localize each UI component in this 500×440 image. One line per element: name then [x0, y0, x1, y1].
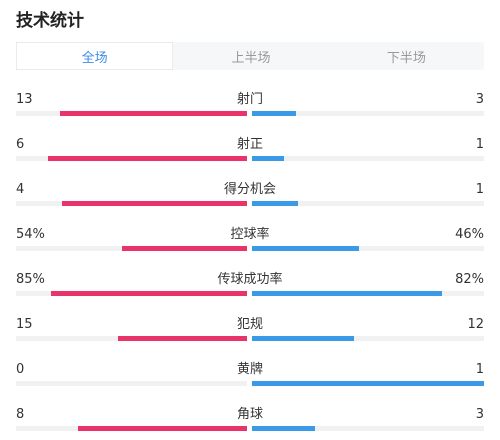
- home-track: [16, 111, 247, 116]
- home-track: [16, 336, 247, 341]
- home-track: [16, 246, 247, 251]
- stat-label: 黄牌: [236, 362, 263, 377]
- tab-full-match[interactable]: 全场: [16, 42, 174, 70]
- stat-label: 射门: [236, 92, 263, 107]
- stat-label: 得分机会: [223, 182, 276, 197]
- away-bar: [252, 201, 299, 206]
- away-value: 82%: [455, 272, 484, 287]
- away-track: [252, 156, 484, 161]
- stat-label: 角球: [236, 407, 263, 422]
- away-bar: [252, 246, 359, 251]
- home-value: 54%: [16, 227, 45, 242]
- away-value: 1: [475, 182, 484, 197]
- home-bar: [62, 201, 247, 206]
- away-bar: [252, 426, 315, 431]
- away-track: [252, 291, 484, 296]
- home-bar: [50, 291, 247, 296]
- home-bar: [122, 246, 247, 251]
- stat-row-corners: 8 角球 3: [16, 407, 484, 437]
- away-track: [252, 381, 484, 386]
- home-track: [16, 426, 247, 431]
- home-track: [16, 201, 247, 206]
- stat-label: 射正: [236, 137, 263, 152]
- away-bar: [252, 156, 285, 161]
- away-value: 1: [475, 362, 484, 377]
- home-value: 85%: [16, 272, 45, 287]
- stat-row-fouls: 15 犯规 12: [16, 317, 484, 347]
- away-bar: [252, 111, 297, 116]
- away-bar: [252, 291, 443, 296]
- home-value: 15: [16, 317, 33, 332]
- tab-first-half[interactable]: 上半场: [231, 50, 271, 66]
- stat-row-possession: 54% 控球率 46%: [16, 227, 484, 257]
- page-title: 技术统计: [16, 11, 84, 31]
- home-track: [16, 156, 247, 161]
- stat-row-chances: 4 得分机会 1: [16, 182, 484, 212]
- home-bar: [48, 156, 247, 161]
- stat-row-shots: 13 射门 3: [16, 92, 484, 122]
- home-track: [16, 291, 247, 296]
- home-value: 4: [16, 182, 25, 197]
- away-track: [252, 201, 484, 206]
- home-bar: [59, 111, 247, 116]
- home-value: 6: [16, 137, 25, 152]
- home-value: 0: [16, 362, 25, 377]
- away-bar: [252, 336, 355, 341]
- home-track: [16, 381, 247, 386]
- home-bar: [117, 336, 247, 341]
- away-value: 12: [467, 317, 484, 332]
- stat-row-yellow-cards: 0 黄牌 1: [16, 362, 484, 392]
- stat-label: 控球率: [230, 227, 270, 242]
- away-value: 1: [475, 137, 484, 152]
- stat-row-pass-accuracy: 85% 传球成功率 82%: [16, 272, 484, 302]
- away-value: 3: [475, 92, 484, 107]
- home-value: 8: [16, 407, 25, 422]
- away-value: 46%: [455, 227, 484, 242]
- home-bar: [78, 426, 247, 431]
- tab-second-half[interactable]: 下半场: [386, 50, 426, 66]
- away-track: [252, 246, 484, 251]
- home-value: 13: [16, 92, 33, 107]
- period-tabs: 全场 上半场 下半场: [16, 42, 484, 70]
- away-bar: [252, 381, 484, 386]
- away-value: 3: [475, 407, 484, 422]
- away-track: [252, 336, 484, 341]
- stat-row-shots-on-target: 6 射正 1: [16, 137, 484, 167]
- stat-label: 犯规: [236, 317, 263, 332]
- away-track: [252, 426, 484, 431]
- away-track: [252, 111, 484, 116]
- stat-label: 传球成功率: [217, 272, 283, 287]
